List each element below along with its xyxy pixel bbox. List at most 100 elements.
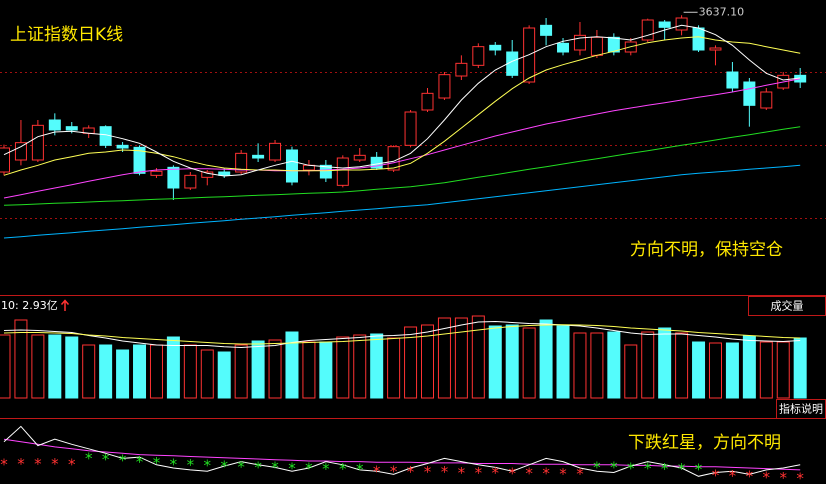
- signal-star: *: [424, 463, 432, 481]
- volume-bar: [387, 337, 401, 399]
- high-label: 3637.10: [699, 5, 745, 18]
- candle-body: [760, 91, 773, 109]
- signal-star: *: [627, 459, 635, 477]
- volume-bar: [607, 331, 621, 399]
- volume-bar: [742, 335, 756, 399]
- candle-body: [319, 164, 332, 179]
- volume-bar: [65, 336, 79, 399]
- signal-star: *: [559, 465, 567, 483]
- volume-bar: [234, 344, 248, 399]
- volume-bar: [31, 334, 45, 399]
- signal-star: *: [373, 463, 381, 481]
- signal-star: *: [204, 457, 212, 475]
- volume-bar: [641, 331, 655, 399]
- volume-bar: [776, 341, 790, 399]
- volume-bar: [692, 341, 706, 399]
- volume-bar: [437, 317, 451, 399]
- candle-body: [421, 92, 434, 111]
- candle-body: [133, 146, 146, 174]
- signal-star: *: [763, 468, 771, 484]
- indicator-title[interactable]: 指标说明: [779, 402, 823, 416]
- moving-average-line: [3, 78, 801, 199]
- signal-star: *: [390, 463, 398, 481]
- candle-body: [489, 44, 502, 51]
- volume-bar: [302, 341, 316, 399]
- candle-body: [641, 19, 654, 41]
- volume-bar: [133, 344, 147, 399]
- signal-star: *: [136, 453, 144, 471]
- moving-average-line: [3, 36, 801, 176]
- signal-star: *: [661, 460, 669, 478]
- signal-star: *: [492, 464, 500, 482]
- moving-average-line: [3, 24, 801, 177]
- indicator-line: [3, 438, 801, 471]
- volume-bar: [488, 325, 502, 399]
- signal-star: *: [712, 466, 720, 484]
- volume-bar: [0, 334, 11, 399]
- signal-star: *: [644, 459, 652, 477]
- candle-body: [353, 154, 366, 161]
- volume-bar: [658, 327, 672, 399]
- signal-star: *: [119, 452, 127, 470]
- signal-star: *: [678, 460, 686, 478]
- signal-star: *: [508, 464, 516, 482]
- signal-star: *: [729, 467, 737, 484]
- volume-bar: [166, 336, 180, 399]
- volume-bar: [285, 331, 299, 399]
- volume-bar: [14, 319, 28, 399]
- candle-body: [573, 34, 586, 51]
- candle-body: [675, 17, 688, 31]
- signal-star: *: [0, 455, 8, 473]
- volume-bar: [82, 344, 96, 399]
- volume-bar: [404, 326, 418, 399]
- signal-star: *: [51, 455, 59, 473]
- candle-body: [404, 111, 417, 146]
- candle-body: [65, 126, 78, 131]
- candle-body: [269, 142, 282, 161]
- volume-bar: [590, 332, 604, 399]
- signal-star: *: [576, 465, 584, 483]
- signal-star: *: [339, 460, 347, 478]
- candle-body: [438, 74, 451, 99]
- volume-bar: [505, 324, 519, 399]
- chart-title: 上证指数日K线: [10, 25, 123, 45]
- volume-bar: [99, 344, 113, 399]
- candle-body: [726, 71, 739, 89]
- volume-bar: [48, 334, 62, 399]
- signal-star: *: [322, 460, 330, 478]
- volume-bar: [454, 317, 468, 399]
- volume-bar: [251, 340, 265, 399]
- volume-bar: [759, 341, 773, 399]
- volume-bar: [183, 344, 197, 399]
- signal-star: *: [153, 454, 161, 472]
- signal-star: *: [610, 459, 618, 477]
- signal-star: *: [68, 455, 76, 473]
- volume-bar: [624, 344, 638, 399]
- up-arrow-icon: [60, 299, 70, 311]
- candle-body: [590, 36, 603, 56]
- signal-star: *: [170, 455, 178, 473]
- signal-star: *: [525, 464, 533, 482]
- candle-body: [692, 27, 705, 51]
- candle-body: [658, 21, 671, 28]
- volume-bar: [793, 337, 807, 399]
- moving-average-line: [3, 164, 801, 239]
- volume-bar: [116, 349, 130, 399]
- volume-bar: [336, 336, 350, 399]
- candle-body: [607, 36, 620, 53]
- volume-bar: [217, 351, 231, 399]
- annotation: 下跌红星，方向不明: [628, 433, 781, 453]
- volume-bar: [200, 349, 214, 399]
- volume-bar: [319, 341, 333, 399]
- candle-body: [743, 81, 756, 106]
- volume-bar: [725, 342, 739, 399]
- signal-star: *: [458, 464, 466, 482]
- candle-body: [14, 142, 27, 161]
- signal-star: *: [220, 457, 228, 475]
- candle-body: [336, 157, 349, 186]
- candle-body: [455, 62, 468, 77]
- signal-star: *: [593, 459, 601, 477]
- signal-star: *: [542, 464, 550, 482]
- volume-average-line: [3, 324, 801, 345]
- signal-star: *: [288, 459, 296, 477]
